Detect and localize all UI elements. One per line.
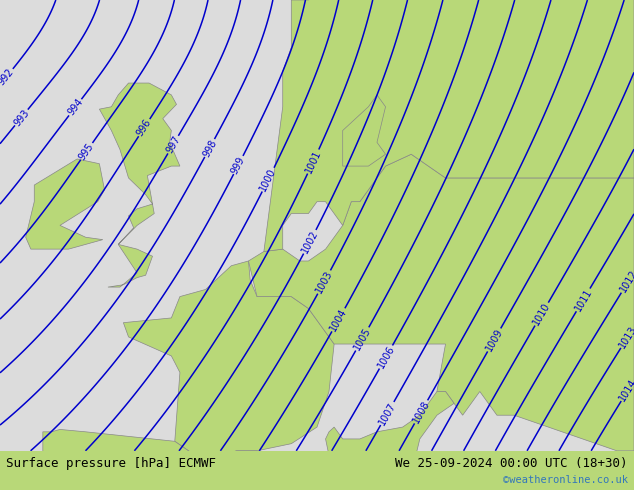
Text: 1009: 1009: [484, 327, 505, 353]
Text: 999: 999: [230, 154, 247, 175]
Text: 1002: 1002: [300, 228, 320, 255]
Polygon shape: [26, 159, 105, 249]
Text: 1003: 1003: [314, 269, 334, 295]
Text: 997: 997: [164, 134, 182, 155]
Text: 995: 995: [77, 141, 96, 162]
Polygon shape: [249, 154, 634, 451]
Polygon shape: [43, 429, 262, 490]
Text: 1011: 1011: [573, 287, 593, 313]
Text: 1012: 1012: [618, 268, 634, 294]
Polygon shape: [124, 261, 334, 463]
Text: 998: 998: [201, 138, 219, 158]
Text: 1014: 1014: [618, 377, 634, 403]
Text: 1006: 1006: [375, 344, 396, 370]
Text: 1013: 1013: [617, 324, 634, 350]
Text: We 25-09-2024 00:00 UTC (18+30): We 25-09-2024 00:00 UTC (18+30): [395, 457, 628, 469]
Text: 1001: 1001: [304, 148, 323, 175]
Text: 1004: 1004: [328, 307, 349, 333]
Polygon shape: [100, 83, 180, 287]
Text: 996: 996: [135, 117, 153, 138]
Text: 1005: 1005: [352, 326, 373, 352]
Text: 994: 994: [66, 97, 85, 118]
Text: 1010: 1010: [531, 301, 552, 327]
Text: 1008: 1008: [411, 399, 432, 425]
Text: 992: 992: [0, 67, 16, 87]
Text: 1000: 1000: [258, 167, 278, 193]
Text: Surface pressure [hPa] ECMWF: Surface pressure [hPa] ECMWF: [6, 457, 216, 469]
Polygon shape: [326, 392, 454, 490]
Polygon shape: [264, 0, 634, 251]
Polygon shape: [343, 95, 385, 166]
Text: 993: 993: [11, 107, 31, 128]
Text: 1007: 1007: [377, 400, 398, 427]
Text: ©weatheronline.co.uk: ©weatheronline.co.uk: [503, 475, 628, 485]
